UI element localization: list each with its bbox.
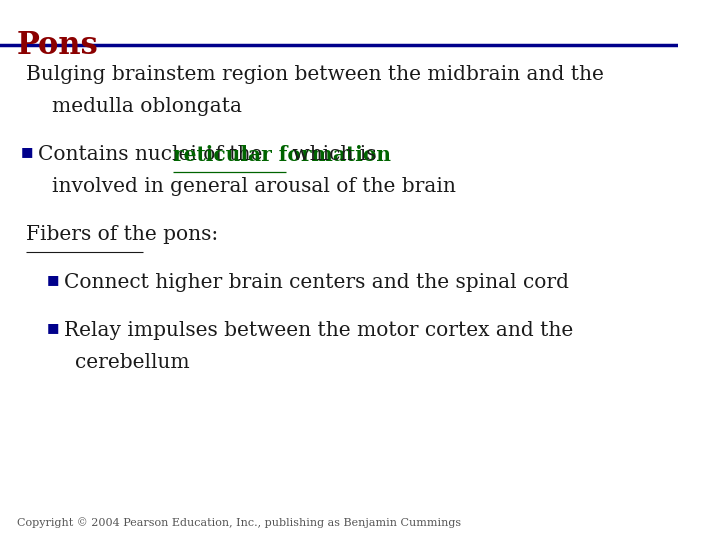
Text: cerebellum: cerebellum [76, 353, 190, 372]
Text: Bulging brainstem region between the midbrain and the: Bulging brainstem region between the mid… [27, 65, 604, 84]
Text: reticular formation: reticular formation [174, 145, 392, 165]
Text: involved in general arousal of the brain: involved in general arousal of the brain [52, 177, 456, 196]
Text: ■: ■ [21, 145, 33, 158]
Text: medulla oblongata: medulla oblongata [52, 97, 242, 116]
Text: Connect higher brain centers and the spinal cord: Connect higher brain centers and the spi… [64, 273, 569, 292]
Text: ■: ■ [47, 273, 60, 286]
Text: Fibers of the pons:: Fibers of the pons: [27, 225, 219, 244]
Text: Copyright © 2004 Pearson Education, Inc., publishing as Benjamin Cummings: Copyright © 2004 Pearson Education, Inc.… [17, 517, 461, 528]
Text: Pons: Pons [17, 30, 99, 61]
Text: ■: ■ [47, 321, 60, 334]
Text: Relay impulses between the motor cortex and the: Relay impulses between the motor cortex … [64, 321, 573, 340]
Text: which is: which is [286, 145, 376, 164]
Text: Contains nuclei of the: Contains nuclei of the [37, 145, 269, 164]
